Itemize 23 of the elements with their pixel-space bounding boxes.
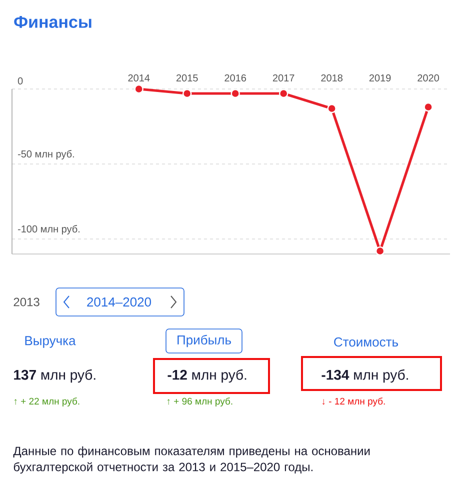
x-tick-label: 2020 (418, 74, 440, 82)
x-tick-label: 2016 (224, 74, 246, 82)
text: Прибыль (178, 334, 231, 348)
text: -12 млн руб. (168, 369, 246, 383)
text: ↑ + 22 млн руб. (14, 398, 80, 406)
y-tick-label: -50 млн руб. (18, 150, 74, 160)
x-tick-label: 2015 (176, 74, 198, 82)
text: Данные по финансовым показателям приведены на основании бухгалтерской отчетности за 2013 и 2015–2020 годы. (13, 446, 370, 474)
chart-title: Финансы (14, 16, 92, 28)
text: ↑ + 96 млн руб. (167, 398, 232, 406)
text: ↓ - 12 млн руб. (322, 398, 385, 406)
x-tick-label: 2019 (369, 74, 391, 82)
x-tick-label: 2018 (321, 74, 342, 82)
text: Выручка (25, 336, 76, 348)
text: Стоимость (334, 337, 398, 347)
y-tick-label: -100 млн руб. (18, 225, 80, 234)
text: 2013 (14, 298, 40, 306)
text: -134 млн руб. (322, 369, 408, 383)
x-tick-label: 2014 (128, 74, 150, 82)
text: 2014–2020 (87, 297, 152, 307)
text: 137 млн руб. (14, 369, 96, 383)
y-tick-label: 0 (18, 77, 23, 84)
x-tick-label: 2017 (272, 74, 294, 82)
